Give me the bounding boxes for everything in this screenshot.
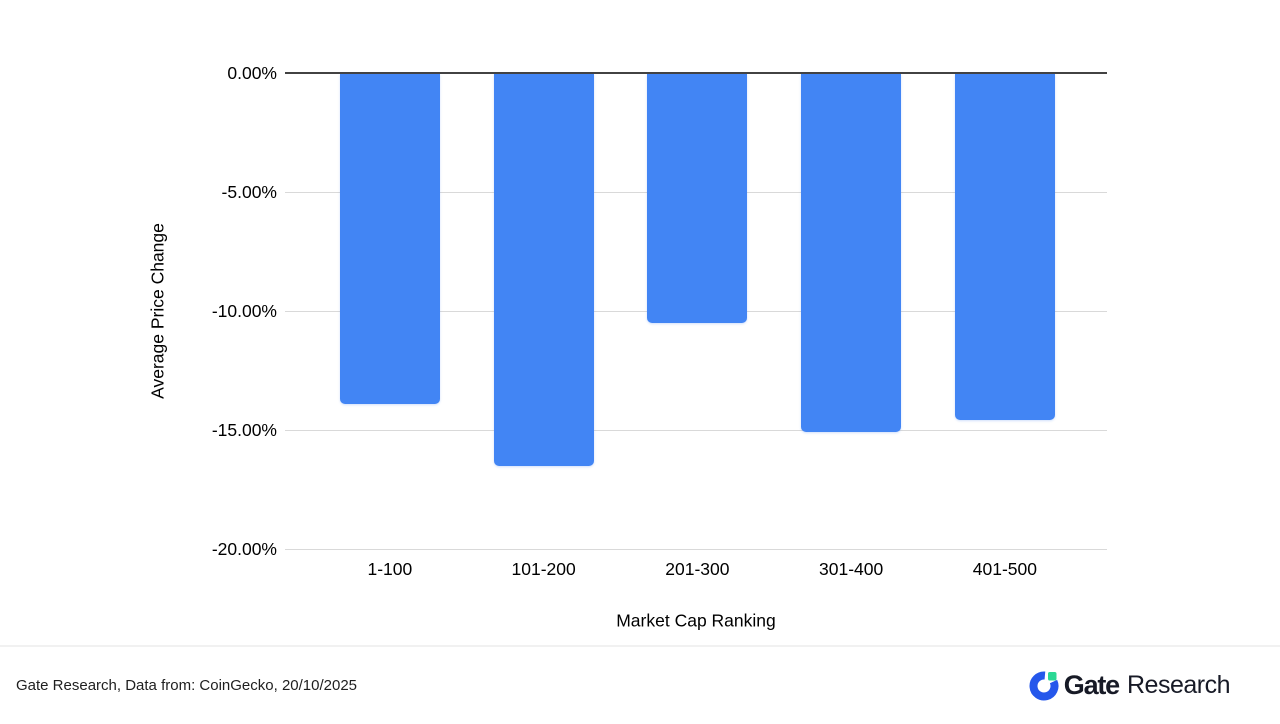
y-axis-tick-label: -5.00% <box>221 182 277 202</box>
bar-201-300 <box>647 74 748 323</box>
x-axis-tick-label: 1-100 <box>367 559 413 579</box>
gate-research-logo: Gate Research <box>1029 670 1231 701</box>
x-axis-tick-label: 401-500 <box>972 559 1037 579</box>
x-axis-tick-label: 201-300 <box>665 559 730 579</box>
source-attribution: Gate Research, Data from: CoinGecko, 20/… <box>16 677 358 694</box>
footer: Gate Research, Data from: CoinGecko, 20/… <box>0 645 1280 724</box>
bar-301-400 <box>801 74 902 432</box>
y-axis-tick-label: -20.00% <box>211 539 277 559</box>
logo-suffix-text: Research <box>1127 671 1231 699</box>
zero-axis-line <box>285 72 1107 74</box>
gridline <box>285 430 1107 431</box>
x-axis-tick-label: 301-400 <box>819 559 884 579</box>
gridline <box>285 549 1107 550</box>
y-axis-tick-label: -15.00% <box>211 420 277 440</box>
bar-101-200 <box>493 74 594 466</box>
y-axis-tick-label: 0.00% <box>227 63 277 83</box>
bar-1-100 <box>339 74 440 404</box>
x-axis-tick-label: 101-200 <box>511 559 576 579</box>
y-axis-tick-label: -10.00% <box>211 301 277 321</box>
bar-401-500 <box>954 74 1055 420</box>
x-axis-title: Market Cap Ranking <box>616 610 776 631</box>
gate-logo-icon <box>1029 671 1059 700</box>
logo-brand-text: Gate <box>1063 670 1120 700</box>
